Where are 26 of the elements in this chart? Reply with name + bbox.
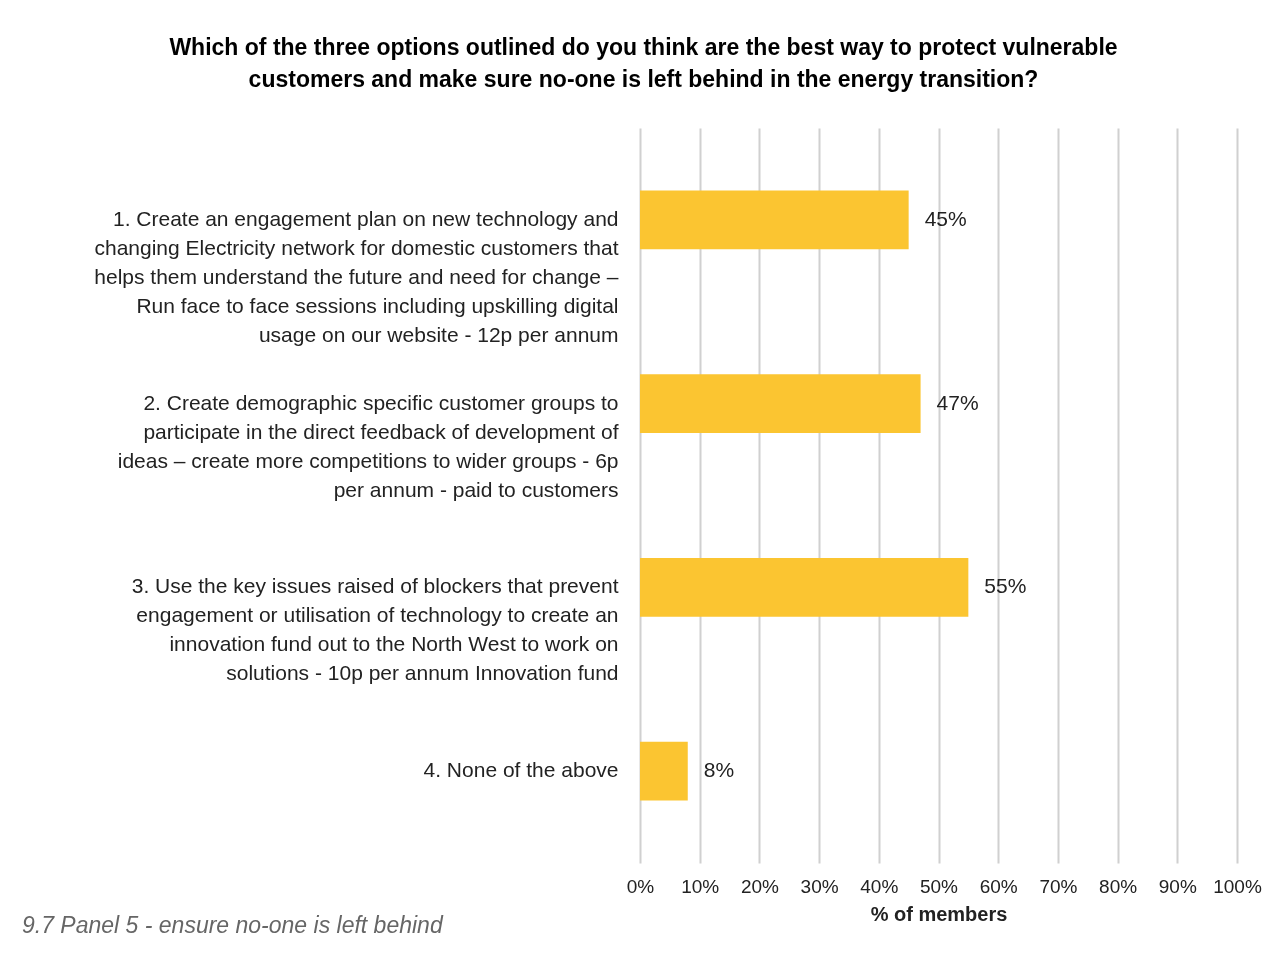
x-tick-label: 50% bbox=[919, 875, 959, 897]
x-axis-title: % of members bbox=[870, 902, 1008, 925]
bar bbox=[640, 557, 969, 617]
y-tick-label: 2. Create demographic specific customer groups to participate in the direct feedback of development of ideas – create more competitions to wider groups - 6p per annum - paid to customers bbox=[117, 390, 619, 501]
x-tick-label: 30% bbox=[800, 875, 839, 897]
x-tick-label: 40% bbox=[860, 875, 899, 897]
bar bbox=[640, 374, 921, 434]
bar bbox=[640, 741, 688, 801]
x-tick-label: 80% bbox=[1099, 875, 1138, 897]
x-tick-label: 100% bbox=[1213, 875, 1262, 897]
x-tick-label: 70% bbox=[1039, 875, 1078, 897]
y-tick-label: 3. Use the key issues raised of blockers that prevent engagement or utilisation of technology to create an innovation fund out to the North West to work on solutions - 10p per annum Innovation fund bbox=[131, 574, 619, 685]
data-label: 47% bbox=[936, 390, 979, 414]
y-tick-label: 4. None of the above bbox=[423, 758, 619, 782]
data-label: 45% bbox=[924, 206, 967, 230]
bar bbox=[640, 190, 909, 250]
x-tick-label: 20% bbox=[740, 875, 780, 897]
data-label: 55% bbox=[984, 574, 1027, 598]
data-label: 8% bbox=[703, 758, 735, 782]
y-tick-label: 1. Create an engagement plan on new technology and changing Electricity network for domestic customers that helps them understand the future and need for change – Run face to face sessions including upskilling digital usage on our website - 12p per annum bbox=[94, 206, 619, 346]
x-tick-label: 0% bbox=[626, 875, 655, 897]
x-tick-label: 90% bbox=[1158, 875, 1197, 897]
x-tick-label: 60% bbox=[979, 875, 1018, 897]
text: 9.7 Panel 5 - ensure no-one is left behind bbox=[22, 912, 443, 939]
chart-title: Which of the three options outlined do you think are the best way to protect vulnerable customers and make sure no-one is left behind in the energy transition? bbox=[169, 34, 1118, 92]
x-tick-label: 10% bbox=[681, 875, 720, 897]
